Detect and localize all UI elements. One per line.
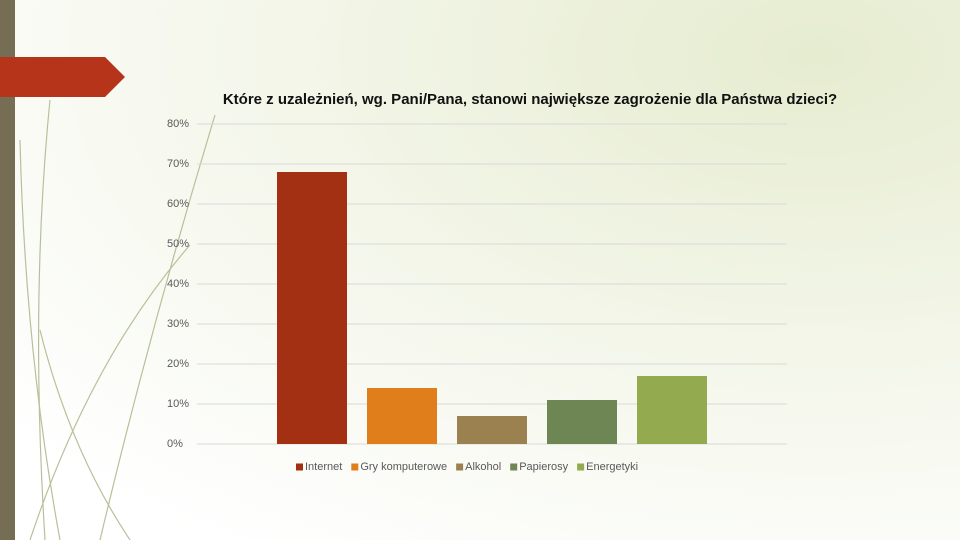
legend-swatch [577,463,585,471]
legend-swatch [456,463,464,471]
legend-swatch [296,463,303,471]
decoration [19,99,216,540]
y-tick-label: 40% [167,278,189,290]
legend-label: Gry komputerowe [360,461,447,473]
bar [547,400,617,444]
y-tick-label: 60% [167,198,189,210]
title-banner [0,57,125,97]
bar [457,416,527,444]
bar [277,172,347,444]
y-tick-label: 80% [167,118,189,130]
legend-label: Papierosy [519,461,568,473]
y-tick-label: 20% [167,358,189,370]
y-tick-label: 10% [167,398,189,410]
y-tick-label: 50% [167,238,189,250]
bar [637,376,707,444]
legend-swatch [351,463,359,471]
y-tick-label: 70% [167,158,189,170]
y-tick-label: 30% [167,318,189,330]
side-stripe [0,0,15,540]
legend-swatch [510,463,518,471]
legend-label: Internet [305,461,342,473]
plot: 0% 10% 20% 30% 40% 50% 60% 70% 80% Internet Gry ko… [167,118,787,473]
bar [367,388,437,444]
chart-title: Które z uzależnień, wg. Pani/Pana, stano… [223,91,837,108]
legend-label: Alkohol [465,461,501,473]
y-tick-label: 0% [167,438,183,450]
legend-label: Energetyki [586,461,638,473]
